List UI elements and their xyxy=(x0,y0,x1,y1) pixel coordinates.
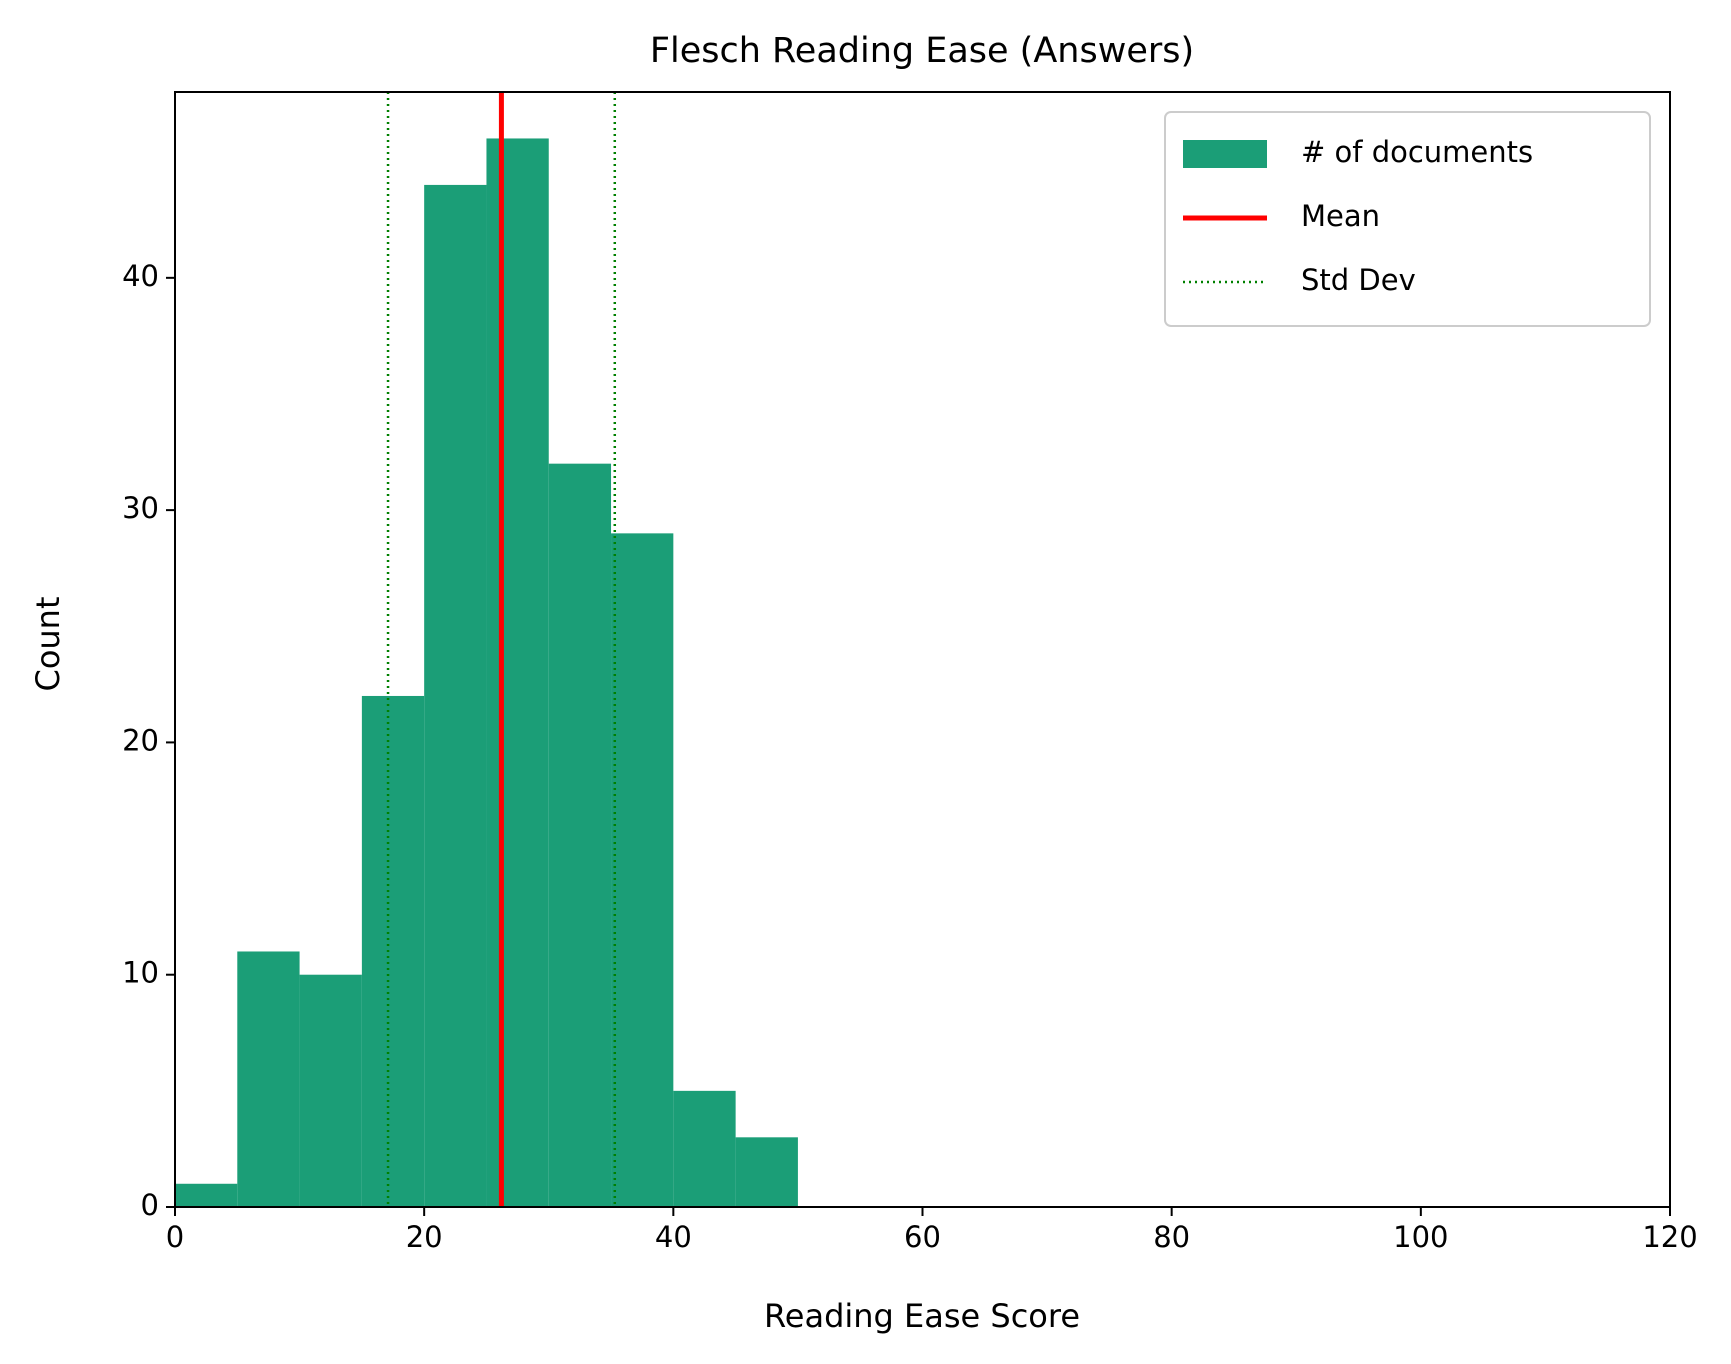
x-tick-label: 60 xyxy=(904,1220,941,1254)
bar xyxy=(611,533,674,1207)
legend-label: # of documents xyxy=(1301,135,1533,169)
bar xyxy=(673,1090,736,1207)
legend-swatch xyxy=(1183,140,1267,168)
legend: # of documents Mean Std Dev xyxy=(1164,111,1651,327)
y-tick-label: 0 xyxy=(141,1188,159,1222)
bar xyxy=(299,974,362,1207)
y-tick-label: 30 xyxy=(122,491,159,525)
x-tick-label: 20 xyxy=(406,1220,443,1254)
legend-label: Std Dev xyxy=(1301,263,1416,297)
bar xyxy=(735,1137,798,1207)
bar xyxy=(486,138,549,1207)
bar xyxy=(548,463,612,1208)
bar xyxy=(175,1183,238,1207)
bar xyxy=(424,184,487,1207)
bar xyxy=(361,695,425,1207)
y-tick-label: 10 xyxy=(122,956,159,990)
x-tick-label: 40 xyxy=(655,1220,692,1254)
legend-box xyxy=(1164,111,1651,327)
bar xyxy=(237,951,300,1207)
x-tick-label: 120 xyxy=(1642,1220,1697,1254)
x-tick-label: 100 xyxy=(1393,1220,1448,1254)
y-tick-label: 20 xyxy=(122,723,159,757)
y-axis-label: Count xyxy=(29,596,67,691)
chart-title: Flesch Reading Ease (Answers) xyxy=(650,31,1194,71)
x-axis-label: Reading Ease Score xyxy=(764,1297,1080,1335)
x-tick-label: 80 xyxy=(1153,1220,1190,1254)
y-tick-label: 40 xyxy=(122,259,159,293)
x-tick-label: 0 xyxy=(166,1220,184,1254)
legend-label: Mean xyxy=(1301,199,1380,233)
